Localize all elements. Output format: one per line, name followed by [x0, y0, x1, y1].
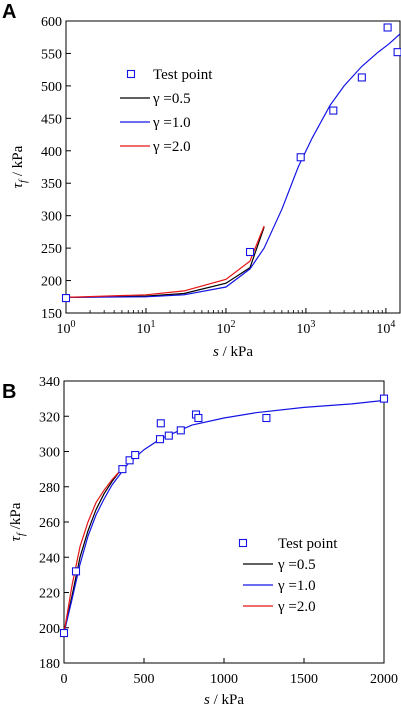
legend-label: γ =1.0 — [277, 578, 316, 594]
series-line — [64, 399, 384, 634]
test-point-marker — [155, 435, 165, 444]
y-tick-label: 600 — [41, 15, 62, 30]
x-tick-label: 1000 — [210, 672, 238, 687]
x-axis-label: s / kPa — [204, 692, 244, 708]
test-point-marker — [118, 465, 127, 474]
y-tick-label: 350 — [41, 177, 62, 192]
test-point-marker — [71, 567, 81, 576]
y-tick-label: 450 — [41, 112, 62, 127]
test-point-marker — [164, 431, 173, 440]
test-point-marker — [176, 426, 185, 435]
test-point-marker — [357, 73, 366, 82]
plot-frame — [65, 20, 401, 314]
x-tick-label: 101 — [136, 319, 155, 337]
x-tick-label: 500 — [134, 672, 155, 687]
y-tick-label: 260 — [39, 516, 60, 531]
test-point-marker — [131, 450, 140, 460]
test-point-marker — [383, 23, 392, 32]
y-tick-label: 500 — [41, 80, 62, 95]
x-tick-label: 0 — [61, 672, 68, 687]
y-tick-label: 200 — [39, 622, 60, 637]
chart-panel-b: B 180 200 220 240 260 280 300 320 340 0 500 1000 1500… — [2, 375, 398, 708]
x-tick-label: 1500 — [290, 672, 318, 687]
panel-letter: B — [2, 381, 16, 403]
panel-letter: A — [2, 1, 16, 23]
series-line — [64, 470, 121, 634]
test-point-marker — [296, 153, 305, 162]
plot-frame — [63, 380, 385, 664]
test-point-marker — [379, 394, 389, 403]
y-tick-label: 280 — [39, 481, 60, 496]
legend-label: γ =2.0 — [277, 599, 316, 615]
y-tick-label: 220 — [39, 587, 60, 602]
test-point-marker — [245, 247, 255, 257]
x-tick-label: 102 — [216, 319, 235, 337]
test-point-marker — [393, 48, 401, 57]
legend-marker — [126, 69, 136, 79]
test-point-marker — [125, 456, 134, 465]
y-tick-label: 400 — [41, 145, 62, 160]
x-tick-label: 104 — [376, 319, 395, 337]
y-axis-label: τf /kPa — [8, 502, 27, 541]
legend-label: Test point — [278, 536, 338, 552]
y-tick-label: 320 — [39, 410, 60, 425]
test-point-marker — [156, 419, 165, 428]
series-line — [66, 227, 265, 298]
x-tick-label: 2000 — [370, 672, 398, 687]
y-tick-label: 550 — [41, 47, 62, 62]
test-point-marker — [329, 106, 338, 115]
legend-label: γ =0.5 — [152, 91, 191, 107]
legend-marker — [238, 538, 248, 548]
series-line — [66, 33, 400, 298]
chart-panel-a: A 150 200 250 300 350 400 450 500 550 600 100 101 102… — [2, 1, 401, 360]
legend-label: Test point — [153, 67, 213, 83]
y-tick-label: 200 — [41, 275, 62, 290]
legend-label: γ =1.0 — [152, 115, 191, 131]
y-tick-label: 150 — [41, 307, 62, 322]
y-tick-label: 300 — [39, 446, 60, 461]
y-tick-label: 240 — [39, 551, 60, 566]
legend-label: γ =2.0 — [152, 139, 191, 155]
test-point-marker — [262, 413, 271, 423]
test-point-marker — [194, 413, 203, 423]
y-tick-label: 340 — [39, 375, 60, 390]
series-line — [66, 225, 265, 298]
x-axis-label: s / kPa — [213, 344, 253, 360]
y-tick-label: 250 — [41, 242, 62, 257]
y-tick-label: 300 — [41, 210, 62, 225]
y-axis-label: τf / kPa — [10, 145, 29, 188]
x-tick-label: 100 — [57, 319, 76, 337]
legend-label: γ =0.5 — [277, 557, 316, 573]
x-tick-label: 103 — [296, 319, 315, 337]
series-line — [64, 470, 121, 634]
test-point-marker — [59, 628, 69, 638]
y-tick-label: 180 — [39, 657, 60, 672]
test-point-marker — [61, 294, 71, 303]
